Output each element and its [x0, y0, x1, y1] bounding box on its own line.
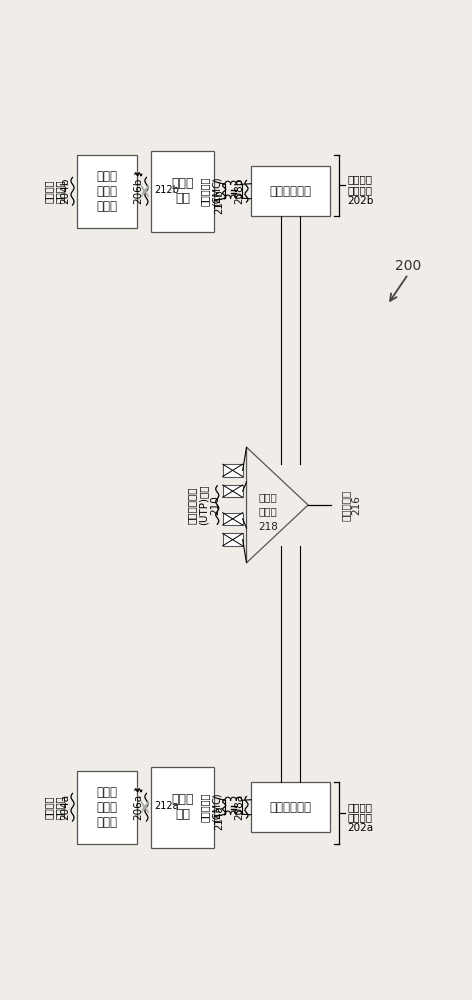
Text: 网收发器: 网收发器 — [347, 813, 372, 823]
Text: 212a: 212a — [154, 801, 179, 811]
Text: 物理层
装置: 物理层 装置 — [171, 793, 194, 821]
Bar — [251, 166, 329, 216]
Text: 208b: 208b — [234, 178, 244, 204]
Text: 218: 218 — [258, 522, 278, 532]
Text: 206b: 206b — [134, 178, 143, 204]
Bar — [151, 151, 214, 232]
Bar — [251, 782, 329, 832]
Bar — [223, 485, 243, 497]
Bar — [223, 533, 243, 546]
Text: 媒体相依接口: 媒体相依接口 — [270, 185, 312, 198]
Bar — [151, 767, 214, 848]
Text: 204b: 204b — [60, 178, 70, 204]
Text: 媒体接
入控制
控制器: 媒体接 入控制 控制器 — [97, 786, 118, 829]
Bar — [77, 771, 137, 844]
Text: 202b: 202b — [347, 196, 374, 206]
Text: 本地以太: 本地以太 — [347, 802, 372, 812]
Text: 206a: 206a — [134, 794, 143, 820]
Text: 208a: 208a — [234, 794, 244, 820]
Text: 物理层
装置: 物理层 装置 — [171, 177, 194, 205]
Text: 200: 200 — [395, 259, 421, 273]
Text: 媒体接
入控制
控制器: 媒体接 入控制 控制器 — [97, 170, 118, 213]
Text: 远程以太: 远程以太 — [347, 174, 372, 184]
Text: 媒体独立
接口数据: 媒体独立 接口数据 — [43, 795, 65, 819]
Text: 媒体相依接口: 媒体相依接口 — [270, 801, 312, 814]
Text: 媒体独立
接口数据: 媒体独立 接口数据 — [43, 179, 65, 203]
Text: 无屏蔽双绞线
(UTP)电缆
210: 无屏蔽双绞线 (UTP)电缆 210 — [187, 485, 220, 525]
Text: 直插式: 直插式 — [259, 492, 278, 502]
Text: 216: 216 — [351, 495, 361, 515]
Text: 连接器: 连接器 — [259, 506, 278, 516]
Text: 214b: 214b — [215, 190, 225, 214]
Bar — [223, 464, 243, 477]
Text: 204a: 204a — [60, 794, 70, 820]
Text: 网收发器: 网收发器 — [347, 185, 372, 195]
Text: 共模扼流器
(CMC): 共模扼流器 (CMC) — [200, 176, 221, 206]
Text: 212b: 212b — [154, 185, 179, 195]
Bar — [77, 155, 137, 228]
Text: 共模扼流器
(CMC): 共模扼流器 (CMC) — [200, 792, 221, 822]
Text: 214a: 214a — [215, 806, 225, 830]
Text: 末端连接器: 末端连接器 — [340, 489, 350, 521]
Bar — [223, 513, 243, 525]
Text: 202a: 202a — [347, 823, 373, 833]
